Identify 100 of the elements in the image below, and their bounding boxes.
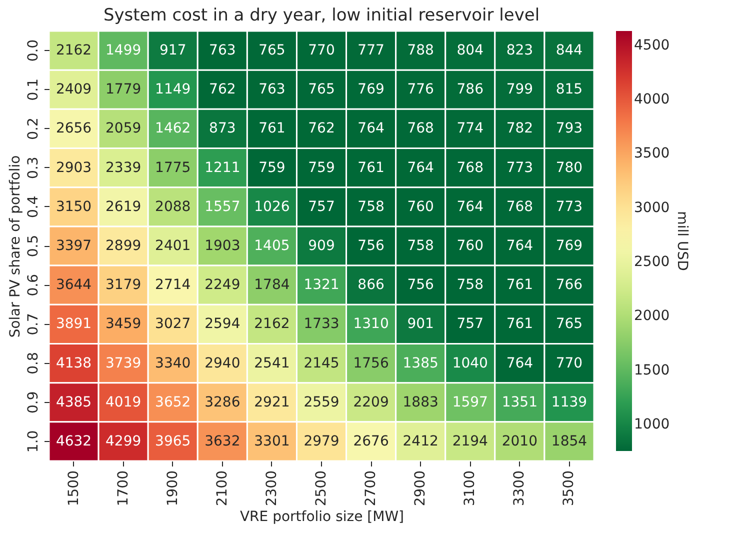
data-label: 3632 [204, 433, 240, 450]
data-label: 1211 [204, 160, 240, 176]
data-label: 1499 [106, 42, 142, 59]
color-bar-label: 4000 [634, 91, 670, 108]
data-label: 2676 [353, 433, 389, 450]
y-tick-label: 0.5 [26, 234, 42, 258]
data-label: 764 [506, 238, 534, 254]
data-label: 917 [159, 42, 186, 59]
y-tick-label: 0.7 [26, 313, 42, 336]
data-label: 873 [209, 120, 236, 137]
y-tick-label: 0.3 [26, 156, 42, 179]
data-label: 764 [407, 160, 434, 176]
data-label: 764 [506, 355, 534, 372]
data-label: 2903 [56, 160, 92, 176]
x-axis-title: VRE portfolio size [MW] [240, 509, 404, 526]
color-bar-label: 2500 [634, 254, 670, 270]
color-bar-title: mill USD [674, 211, 690, 271]
data-label: 3027 [155, 316, 191, 332]
y-tick-label: 0.2 [26, 118, 42, 140]
data-label: 2559 [304, 394, 340, 410]
data-label: 3150 [56, 198, 92, 215]
data-label: 760 [456, 238, 484, 254]
y-tick-label: 0.9 [26, 391, 42, 414]
data-label: 780 [556, 160, 583, 176]
color-bar-label: 3500 [634, 146, 670, 162]
data-label: 4299 [106, 433, 142, 450]
data-label: 2249 [204, 277, 240, 294]
data-label: 1779 [106, 82, 142, 98]
data-label: 2059 [106, 120, 142, 137]
x-tick-label: 2500 [314, 470, 330, 506]
data-label: 2656 [56, 120, 92, 137]
data-label: 765 [556, 316, 583, 332]
x-tick-label: 2100 [214, 470, 230, 506]
data-label: 1775 [155, 160, 191, 176]
data-label: 2921 [254, 394, 290, 410]
data-label: 2541 [254, 355, 290, 372]
data-label: 1040 [452, 355, 488, 372]
data-label: 764 [358, 120, 384, 137]
data-label: 774 [456, 120, 484, 137]
data-label: 764 [456, 198, 484, 215]
data-label: 1597 [452, 394, 488, 410]
data-label: 765 [308, 82, 335, 98]
data-label: 4138 [56, 355, 92, 372]
data-label: 844 [556, 42, 583, 59]
data-label: 768 [456, 160, 484, 176]
data-label: 2594 [204, 316, 240, 332]
data-label: 1733 [304, 316, 340, 332]
data-label: 757 [308, 198, 335, 215]
x-tick-label: 2700 [363, 470, 380, 506]
data-label: 3179 [106, 277, 142, 294]
data-label: 2401 [155, 238, 191, 254]
data-label: 1903 [204, 238, 240, 254]
data-label: 766 [556, 277, 583, 294]
data-label: 815 [556, 82, 583, 98]
data-label: 2145 [304, 355, 340, 372]
data-label: 782 [506, 120, 534, 137]
data-label: 786 [456, 82, 484, 98]
data-label: 1405 [254, 238, 290, 254]
data-label: 788 [407, 42, 434, 59]
x-tick-label: 3500 [561, 470, 578, 506]
data-label: 2714 [155, 277, 191, 294]
data-label: 1462 [155, 120, 191, 137]
data-label: 2339 [106, 160, 142, 176]
x-tick-label: 1500 [66, 470, 82, 506]
data-label: 909 [308, 238, 335, 254]
data-label: 1883 [402, 394, 438, 410]
color-bar-label: 1500 [634, 362, 670, 378]
data-label: 2194 [452, 433, 488, 450]
chart-title: System cost in a dry year, low initial reservoir level [103, 5, 540, 26]
data-label: 770 [556, 355, 583, 372]
data-label: 3286 [204, 394, 240, 410]
data-label: 2162 [254, 316, 290, 332]
data-label: 762 [209, 82, 236, 98]
data-label: 777 [358, 42, 384, 59]
y-tick-label: 1.0 [26, 430, 42, 453]
data-label: 2162 [56, 42, 92, 59]
data-label: 3644 [56, 277, 92, 294]
data-label: 2088 [155, 198, 191, 215]
data-label: 757 [456, 316, 484, 332]
data-label: 1854 [551, 433, 588, 450]
data-label: 759 [308, 160, 335, 176]
data-label: 1351 [502, 394, 538, 410]
data-label: 866 [358, 277, 384, 294]
data-label: 2010 [502, 433, 538, 450]
data-label: 768 [506, 198, 534, 215]
x-tick-label: 1700 [115, 470, 132, 506]
data-label: 2619 [106, 198, 142, 215]
data-label: 770 [308, 42, 335, 59]
data-label: 1026 [254, 198, 290, 215]
x-tick-label: 3300 [512, 470, 528, 506]
data-label: 3739 [106, 355, 142, 372]
color-bar-label: 4500 [634, 37, 670, 54]
data-label: 1385 [402, 355, 438, 372]
data-label: 2209 [353, 394, 389, 410]
data-label: 901 [407, 316, 434, 332]
y-tick-label: 0.4 [26, 196, 42, 218]
data-label: 763 [209, 42, 236, 59]
data-label: 773 [556, 198, 583, 215]
data-label: 2409 [56, 82, 92, 98]
data-label: 761 [506, 277, 534, 294]
